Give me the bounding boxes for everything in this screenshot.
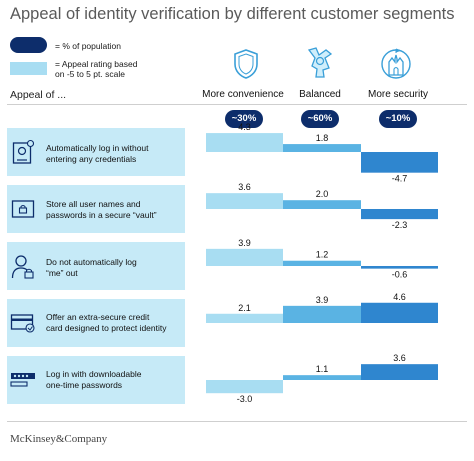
row-box-otp — [7, 356, 185, 404]
row-label-line2: entering any credentials — [46, 153, 137, 164]
vault-icon — [11, 199, 35, 219]
value-label-more-security-row-5: 3.6 — [393, 353, 406, 363]
bar-more-convenience-row-4 — [206, 313, 283, 323]
row-label-secure-card: Offer an extra-secure credit card design… — [46, 312, 167, 333]
value-label-more-convenience-row-1: 4.3 — [238, 122, 251, 132]
bar-more-convenience-row-1 — [206, 133, 283, 152]
value-label-balanced-row-4: 3.9 — [316, 295, 329, 305]
value-label-more-security-row-4: 4.6 — [393, 292, 406, 302]
segment-label-balanced: Balanced — [299, 89, 341, 100]
bar-balanced-row-5 — [283, 375, 361, 380]
legend-appeal-label-line1: = Appeal rating based — [55, 59, 138, 69]
segment-label-more-convenience: More convenience — [202, 89, 284, 100]
bar-more-convenience-row-5 — [206, 380, 283, 394]
population-pill-more-security: ~10% — [379, 110, 417, 128]
balanced-person-icon — [306, 46, 334, 80]
row-box-secure-card — [7, 299, 185, 347]
bar-more-convenience-row-3 — [206, 248, 283, 266]
bar-balanced-row-2 — [283, 200, 361, 209]
row-label-line2: passwords in a secure “vault” — [46, 209, 157, 220]
row-label-otp: Log in with downloadable one-time passwo… — [46, 369, 141, 390]
row-box-vault — [7, 185, 185, 233]
bar-more-security-row-4 — [361, 302, 438, 323]
value-label-more-convenience-row-4: 2.1 — [238, 303, 251, 313]
bar-balanced-row-3 — [283, 260, 361, 266]
bar-more-security-row-3 — [361, 266, 438, 269]
shield-icon — [233, 48, 259, 80]
chart-title: Appeal of identity verification by diffe… — [10, 5, 455, 23]
castle-icon — [381, 46, 411, 80]
row-label-line1: Offer an extra-secure credit — [46, 312, 150, 322]
row-label-line1: Store all user names and — [46, 199, 141, 209]
segment-label-more-security: More security — [367, 89, 428, 100]
legend-swatch-population — [10, 37, 47, 53]
value-label-balanced-row-2: 2.0 — [316, 189, 329, 199]
bar-more-security-row-2 — [361, 209, 438, 220]
row-label-line2: one-time passwords — [46, 379, 123, 390]
password-icon — [10, 371, 36, 389]
value-label-balanced-row-3: 1.2 — [316, 250, 329, 260]
row-label-line1: Automatically log in without — [46, 143, 149, 153]
row-label-vault: Store all user names and passwords in a … — [46, 199, 157, 220]
header-divider — [7, 104, 467, 105]
bar-more-security-row-1 — [361, 152, 438, 173]
row-label-no-logout: Do not automatically log “me” out — [46, 257, 137, 278]
population-pill-balanced: ~60% — [301, 110, 339, 128]
credit-card-icon — [10, 313, 36, 333]
value-label-balanced-row-5: 1.1 — [316, 364, 329, 374]
row-label-line1: Log in with downloadable — [46, 369, 142, 379]
row-label-line2: card designed to protect identity — [46, 322, 167, 333]
legend-swatch-appeal — [10, 62, 47, 75]
value-label-more-convenience-row-2: 3.6 — [238, 182, 251, 192]
value-label-more-security-row-3: -0.6 — [392, 270, 408, 280]
person-lock-icon — [11, 254, 35, 280]
id-card-icon — [12, 139, 35, 165]
legend-appeal-label-line2: on -5 to 5 pt. scale — [55, 69, 125, 79]
bar-more-convenience-row-2 — [206, 193, 283, 209]
footer-divider — [7, 421, 467, 422]
row-box-auto-login — [7, 128, 185, 176]
value-label-more-security-row-1: -4.7 — [392, 174, 408, 184]
row-label-line1: Do not automatically log — [46, 257, 137, 267]
row-label-auto-login: Automatically log in without entering an… — [46, 143, 149, 164]
row-header: Appeal of ... — [10, 89, 67, 101]
legend-population-label: = % of population — [55, 41, 121, 51]
value-label-more-convenience-row-5: -3.0 — [237, 394, 253, 404]
population-pill-more-convenience: ~30% — [225, 110, 263, 128]
bar-balanced-row-4 — [283, 305, 361, 323]
bar-balanced-row-1 — [283, 144, 361, 152]
bar-more-security-row-5 — [361, 364, 438, 380]
value-label-more-convenience-row-3: 3.9 — [238, 238, 251, 248]
value-label-more-security-row-2: -2.3 — [392, 220, 408, 230]
footer-brand: McKinsey&Company — [10, 433, 108, 445]
value-label-balanced-row-1: 1.8 — [316, 133, 329, 143]
row-box-no-logout — [7, 242, 185, 290]
row-label-line2: “me” out — [46, 267, 78, 278]
